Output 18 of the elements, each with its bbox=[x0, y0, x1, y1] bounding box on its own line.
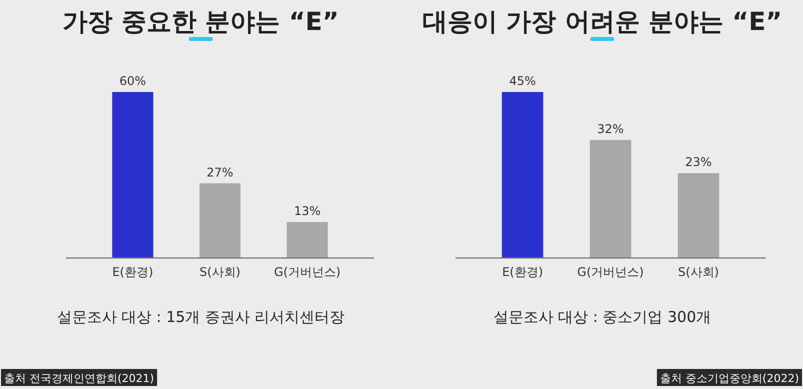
x-tick-label: S(사회) bbox=[200, 265, 240, 279]
x-tick-label: S(사회) bbox=[678, 265, 719, 279]
data-label: 27% bbox=[206, 165, 234, 180]
x-tick-label: G(거버넌스) bbox=[577, 265, 644, 279]
chart-title: 대응이 가장 어려운 분야는 “E” bbox=[422, 7, 782, 36]
data-label: 13% bbox=[294, 204, 321, 218]
chart-title: 가장 중요한 분야는 “E” bbox=[62, 7, 339, 36]
data-label: 60% bbox=[119, 74, 146, 88]
data-label: 32% bbox=[597, 122, 624, 136]
x-tick-label: E(환경) bbox=[112, 265, 154, 279]
source-note: 출처 전국경제인연합회(2021) bbox=[4, 372, 154, 385]
text: 설문조사 대상 : 중소기업 300개 bbox=[493, 308, 712, 326]
x-tick-label: G(거버넌스) bbox=[274, 265, 341, 279]
source-note: 출처 중소기업중앙회(2022) bbox=[660, 372, 799, 385]
data-label: 23% bbox=[685, 155, 712, 170]
data-label: 45% bbox=[509, 74, 536, 88]
x-tick-label: E(환경) bbox=[502, 265, 544, 279]
text: 설문조사 대상 : 15개 증권사 리서치센터장 bbox=[56, 308, 345, 326]
